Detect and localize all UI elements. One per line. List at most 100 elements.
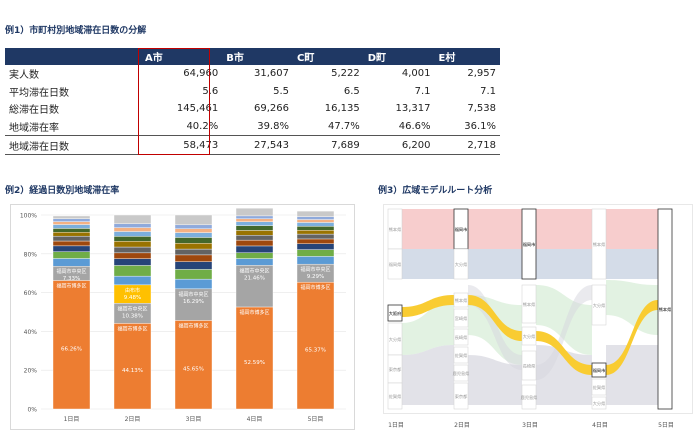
- bar-segment: [52, 251, 91, 259]
- bar-segment: [52, 240, 91, 247]
- section3-title: 例3）広域モデルルート分析: [378, 186, 493, 196]
- bar-segment: [113, 246, 152, 254]
- segment-name-label: 福岡市中央区: [117, 305, 147, 312]
- table-cell: 6,200: [363, 135, 435, 155]
- bar-segment: [235, 225, 274, 231]
- data-label: 45.65%: [183, 367, 204, 373]
- table-row: 実人数 64,960 31,607 5,222 4,001 2,957: [5, 65, 500, 83]
- sankey-node-label: 熊本県: [659, 306, 672, 313]
- bar-segment: [174, 254, 213, 262]
- bar-segment: [296, 256, 335, 265]
- stay-table: A市 B市 C町 D町 E村 実人数 64,960 31,607 5,222 4…: [5, 48, 500, 155]
- bar-segment: [174, 228, 213, 233]
- stacked-bar-chart-frame: 0% 20% 40% 60% 80% 100% 福岡市博多区 66.26% 福岡市中央区 7.33…: [10, 204, 355, 430]
- sankey-node: [387, 304, 403, 322]
- bar-segment: [113, 258, 152, 266]
- sankey-node-label: 佐賀県: [455, 352, 468, 359]
- sankey-node-label: 東京都: [455, 393, 468, 400]
- table-cell: 27,543: [222, 135, 293, 155]
- bar-segment: [296, 230, 335, 235]
- sankey-node-label: 福岡市: [593, 367, 606, 374]
- bar-segment: [113, 241, 152, 248]
- sankey-node: [521, 384, 537, 410]
- y-tick-label: 20%: [24, 368, 38, 375]
- table-cell: 58,473: [141, 135, 223, 155]
- sankey-node-label: 熊本県: [593, 241, 606, 248]
- table-header-cell: D町: [363, 48, 435, 65]
- bar-segment: [235, 215, 274, 219]
- table-cell: 16,135: [324, 103, 360, 115]
- bar-segment: [174, 320, 213, 410]
- bar-segment: [296, 219, 335, 223]
- table-cell: 7,689: [292, 135, 364, 155]
- table-cell: 47.7%: [327, 121, 360, 133]
- bar-segment: [52, 218, 91, 222]
- segment-name-label: 福岡市中央区: [300, 266, 330, 273]
- stacked-bar-chart: 0%20%40%60%80%100%福岡市博多区66.26%福岡市中央区7.33…: [20, 207, 346, 423]
- sankey-node: [453, 292, 469, 308]
- bar-segment: [113, 265, 152, 277]
- bar-segment: [113, 231, 152, 237]
- sankey-node: [591, 208, 607, 280]
- bar-segment: [174, 243, 213, 250]
- bar-segment: [235, 221, 274, 226]
- bar-segment: [113, 214, 152, 224]
- y-tick-label: 60%: [24, 290, 38, 297]
- sankey-node-label: 鹿児島県: [521, 394, 538, 401]
- sankey-day-label: 5日目: [658, 422, 674, 429]
- sankey-flow: [606, 209, 658, 249]
- table-row: 地域滞在日数 58,473 27,543 7,689 6,200 2,718: [5, 135, 500, 155]
- sankey-node-label: 福岡県: [389, 261, 402, 268]
- row-label: 地域滞在率: [9, 123, 59, 135]
- sankey-node-label: 熊本県: [523, 301, 536, 308]
- y-tick-label: 40%: [24, 329, 38, 336]
- bar-segment: [52, 235, 91, 242]
- sankey-node: [591, 378, 607, 396]
- table-cell: 13,317: [395, 103, 431, 115]
- sankey-day-label: 3日目: [522, 422, 538, 429]
- sankey-node-label: 佐賀県: [593, 384, 606, 391]
- segment-name-label: 由布市: [125, 287, 140, 294]
- bar-segment: [235, 207, 274, 217]
- table-header-cell: [5, 48, 141, 65]
- sankey-node-label: 福岡市: [455, 226, 468, 233]
- bar-segment: [113, 252, 152, 259]
- segment-name-label: 福岡市中央区: [239, 267, 269, 274]
- bar-segment: [235, 239, 274, 247]
- sankey-flow: [606, 249, 658, 279]
- data-label: 16.29%: [183, 299, 204, 305]
- bar-segment: [296, 210, 335, 217]
- sankey-node-label: 大分県: [455, 261, 468, 268]
- sankey-flow: [402, 300, 454, 355]
- bar-segment: [174, 232, 213, 238]
- bar-segment: [52, 215, 91, 219]
- sankey-node: [453, 248, 469, 280]
- sankey-flow: [606, 345, 658, 405]
- table-cell: 46.6%: [398, 121, 431, 133]
- table-cell: 6.5: [343, 85, 360, 97]
- sankey-node: [591, 284, 607, 326]
- segment-name-label: 福岡市博多区: [178, 322, 208, 329]
- table-cell: 2,718: [434, 135, 500, 155]
- sankey-node-label: 宮崎県: [455, 315, 468, 322]
- table-cell: 64,960: [183, 68, 219, 80]
- bar-segment: [52, 258, 91, 267]
- table-cell: 5,222: [331, 68, 360, 80]
- sankey-node: [453, 382, 469, 410]
- bar-segment: [235, 230, 274, 236]
- bar-segment: [235, 235, 274, 241]
- bar-segment: [296, 226, 335, 231]
- table-cell: 5.6: [202, 85, 219, 97]
- section1-title: 例1）市町村別地域滞在日数の分解: [5, 26, 147, 36]
- bar-segment: [174, 269, 213, 280]
- sankey-node-label: 熊本県: [455, 297, 468, 304]
- segment-name-label: 福岡市博多区: [239, 309, 269, 316]
- sankey-flow: [536, 285, 592, 355]
- sankey-flow: [468, 249, 522, 279]
- segment-name-label: 福岡市中央区: [178, 291, 208, 298]
- bar-segment: [113, 236, 152, 242]
- sankey-node: [521, 350, 537, 381]
- sankey-node-label: 大分県: [389, 336, 402, 343]
- row-label: 地域滞在日数: [5, 135, 141, 155]
- segment-name-label: 福岡市中央区: [56, 268, 86, 275]
